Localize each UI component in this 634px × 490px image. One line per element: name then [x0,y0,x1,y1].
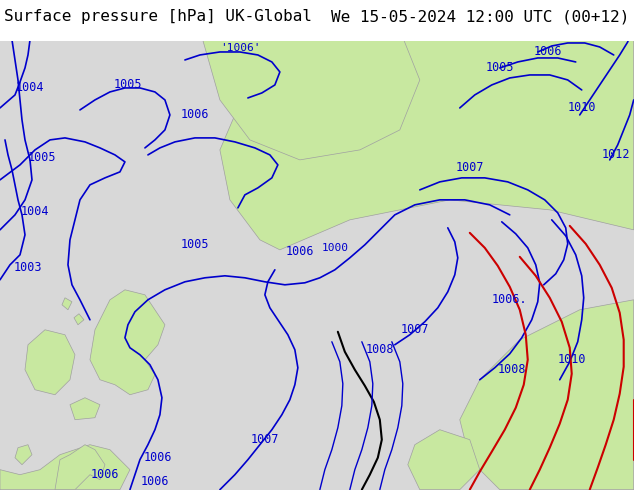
Text: 1005: 1005 [113,78,142,92]
Polygon shape [408,430,480,490]
Text: 1007: 1007 [455,161,484,174]
Text: 1005: 1005 [28,151,56,164]
Text: 1008: 1008 [498,363,526,376]
Text: 1005: 1005 [486,61,514,74]
Text: 1003: 1003 [14,261,42,274]
Text: 1006: 1006 [285,245,314,258]
Polygon shape [0,445,130,490]
Text: 1000: 1000 [321,243,348,253]
Polygon shape [74,314,84,325]
Text: 1010: 1010 [567,101,596,115]
Polygon shape [62,298,72,310]
Text: 1008: 1008 [366,343,394,356]
Polygon shape [15,445,32,465]
Text: 1006: 1006 [144,451,172,464]
Polygon shape [70,398,100,420]
Text: 1012: 1012 [602,148,630,161]
Text: 1006: 1006 [141,475,169,488]
Text: 1004: 1004 [21,205,49,219]
Text: 1007: 1007 [250,433,279,446]
Text: 1006.: 1006. [492,294,527,306]
Text: 1008: 1008 [550,31,579,45]
Text: 1006: 1006 [181,108,209,122]
Bar [0,0,634,41]
Text: We 15-05-2024 12:00 UTC (00+12): We 15-05-2024 12:00 UTC (00+12) [332,9,630,24]
Text: Surface pressure [hPa] UK-Global: Surface pressure [hPa] UK-Global [4,9,312,24]
Polygon shape [25,330,75,395]
Text: 1010: 1010 [557,353,586,366]
Text: '1006': '1006' [219,43,260,53]
Polygon shape [200,30,420,160]
Polygon shape [55,445,105,490]
Bar [0,30,634,470]
Text: 1006: 1006 [533,46,562,58]
Polygon shape [220,30,634,250]
Text: 1007: 1007 [401,323,429,336]
Polygon shape [460,300,634,490]
Polygon shape [90,290,165,395]
Text: 1006: 1006 [91,468,119,481]
Text: 1005: 1005 [181,238,209,251]
Text: 1004: 1004 [16,81,44,95]
